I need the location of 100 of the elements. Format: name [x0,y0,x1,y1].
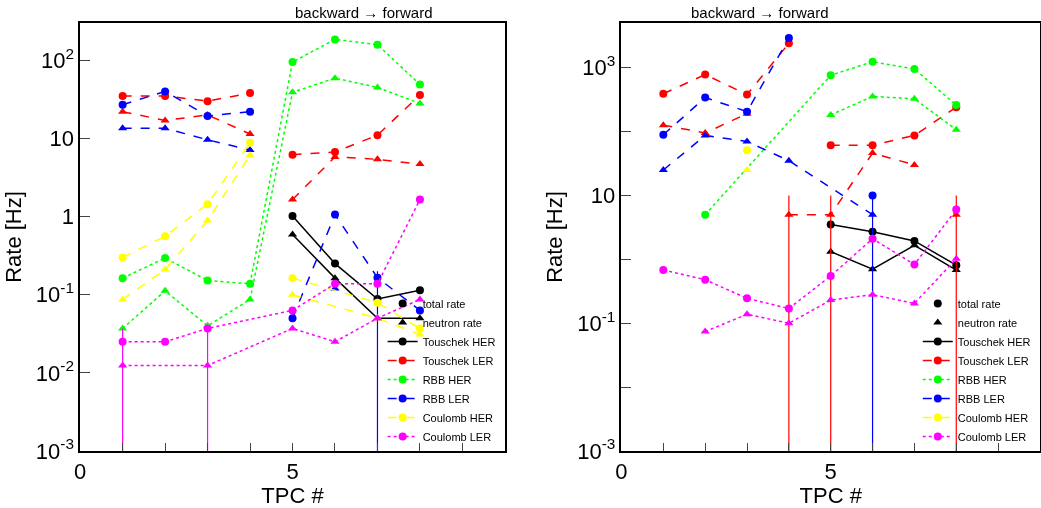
legend-label: Touschek HER [422,335,496,348]
legend-label: Touschek LER [957,354,1029,367]
legend-label: total rate [957,297,1001,310]
point [161,254,170,262]
point [160,265,170,272]
legend-label: Touschek HER [957,335,1031,348]
point [330,274,340,281]
legend-label: RBB LER [422,392,470,405]
point [742,137,752,144]
y-tick-label: 10$^{-1}$ [577,307,616,336]
point [203,97,212,106]
legend-label: Coulomb LER [422,430,492,443]
legend-label: RBB HER [422,373,472,386]
y-tick-label: 10$^{3}$ [582,52,616,81]
legend-label: RBB LER [957,392,1005,405]
y-tick-label: 1 [61,204,75,230]
point [288,58,297,67]
point [784,210,794,217]
point [701,70,710,79]
point [288,314,297,323]
point [373,40,382,49]
point [743,90,752,99]
x-tick-label: 0 [74,459,87,485]
point [868,141,877,150]
point [203,276,212,285]
legend-label: Coulomb HER [422,411,493,424]
point [118,253,127,262]
point [700,327,710,334]
x-tick-label: 5 [824,459,837,485]
y-tick-label: 10$^{2}$ [40,44,75,73]
point [415,286,424,295]
point [118,107,128,114]
point [658,121,668,128]
point [245,146,255,153]
point [951,254,961,261]
legend-label: Coulomb HER [957,411,1029,424]
point [415,160,425,167]
point [659,266,668,275]
point [415,195,424,204]
point [160,286,170,293]
point [743,294,752,303]
legend-label: RBB HER [957,373,1007,386]
legend-label: Touschek LER [422,354,494,367]
chart-title: backward → forward [691,4,829,21]
point [868,57,877,66]
point [330,337,340,344]
point [826,141,835,150]
point [246,138,255,147]
point [161,337,170,346]
point [288,150,297,159]
point [952,205,961,214]
y-tick-label: 10$^{-2}$ [35,357,75,386]
legend-label: neutron rate [957,316,1018,329]
point [658,166,668,173]
point [415,90,424,99]
point [784,34,793,43]
point [826,110,836,117]
point [373,279,382,288]
point [742,166,752,173]
y-tick-label: 10$^{-1}$ [35,279,75,308]
point [743,146,752,155]
point [246,279,255,288]
point [246,89,255,98]
point [826,210,836,217]
point [331,279,339,288]
point [826,71,835,80]
x-axis-title: TPC # [799,483,863,508]
point [161,232,170,241]
y-tick-label: 10 [590,183,616,209]
point [659,130,668,139]
point [118,361,128,368]
point [415,80,424,89]
point [331,210,339,219]
point [784,156,794,163]
legend-label: total rate [422,297,466,310]
point [826,271,835,280]
point [910,131,919,140]
point [245,129,255,136]
x-axis-title: TPC # [261,483,325,508]
point [288,211,297,220]
point [288,306,297,315]
point [415,306,424,315]
point [701,210,710,219]
y-axis-title: Rate [Hz] [542,191,568,283]
point [118,124,128,131]
point [330,74,340,81]
chart-title: backward → forward [295,4,433,21]
point [701,93,710,102]
point [701,275,710,284]
point [826,296,836,303]
point [118,274,127,283]
x-tick-label: 5 [286,459,299,485]
y-axis-title: Rate [Hz] [1,191,27,283]
point [118,100,127,109]
point [373,131,382,140]
point [161,87,170,96]
point [910,260,919,269]
point [118,91,127,100]
legend-label: Coulomb LER [957,430,1027,443]
point [331,35,339,44]
